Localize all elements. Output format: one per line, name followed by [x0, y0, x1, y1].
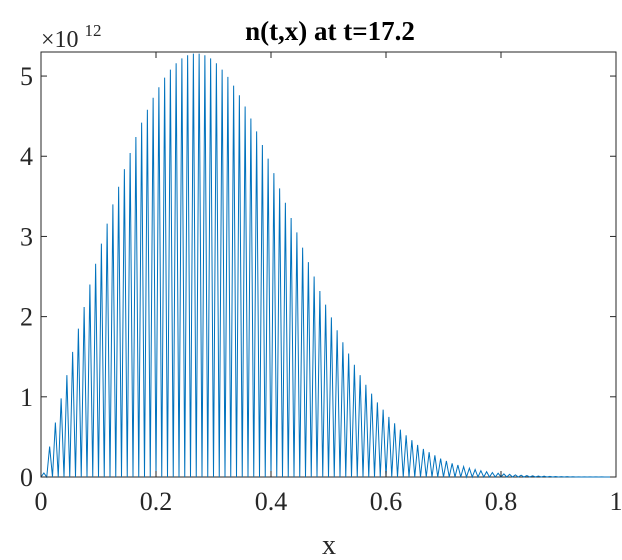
y-tick-label: 3 — [20, 222, 33, 251]
series-line — [40, 53, 617, 479]
y-scale-base: ×10 — [41, 27, 79, 53]
plot-area — [40, 51, 617, 479]
y-tick-label: 4 — [20, 142, 33, 171]
x-tick-label: 1 — [610, 487, 622, 516]
x-axis-label: x — [322, 530, 336, 560]
y-tick-label: 5 — [20, 62, 33, 91]
y-scale-factor: ×10 12 — [41, 21, 102, 53]
x-axis: 0 0.2 0.4 0.6 0.8 1 — [35, 52, 622, 516]
x-tick-label: 0.6 — [370, 487, 403, 516]
y-tick-label: 2 — [20, 303, 33, 332]
y-tick-label: 1 — [20, 383, 33, 412]
y-axis: 0 1 2 3 4 5 — [20, 62, 616, 492]
y-tick-label: 0 — [20, 463, 33, 492]
x-tick-label: 0.4 — [255, 487, 288, 516]
axes-box — [40, 51, 617, 478]
x-tick-label: 0.2 — [140, 487, 173, 516]
x-tick-label: 0.8 — [485, 487, 518, 516]
y-scale-exponent: 12 — [85, 21, 102, 40]
chart-title: n(t,x) at t=17.2 — [245, 16, 415, 46]
x-tick-label: 0 — [35, 487, 48, 516]
